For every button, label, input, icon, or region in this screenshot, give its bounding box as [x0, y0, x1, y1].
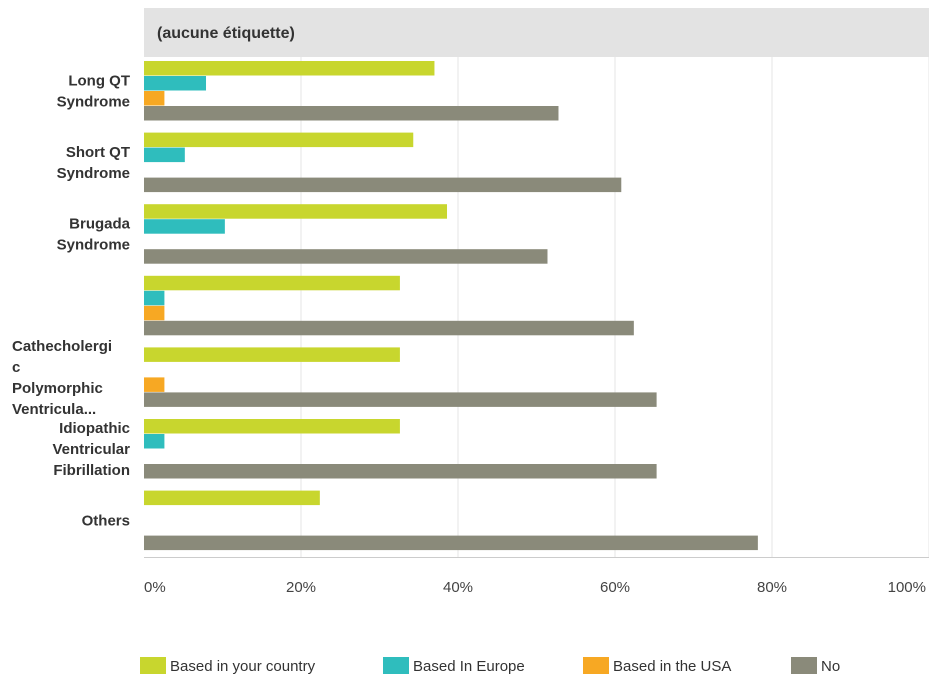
legend-label: Based in your country [170, 658, 316, 675]
bar-based-in-your-country-6[interactable] [144, 490, 320, 506]
gridlines [144, 57, 929, 558]
bar-no-6[interactable] [144, 535, 758, 551]
bar-based-in-your-country-3[interactable] [144, 275, 400, 291]
bar-based-in-europe-3[interactable] [144, 290, 165, 306]
legend-label: Based in the USA [613, 658, 731, 675]
category-label: Idiopathic [59, 420, 130, 437]
bar-no-4[interactable] [144, 392, 657, 407]
bar-no-1[interactable] [144, 177, 622, 193]
category-label: Others [82, 513, 130, 530]
x-tick-label: 40% [443, 579, 473, 596]
legend-label: No [821, 658, 840, 675]
bar-based-in-the-usa-3[interactable] [144, 305, 165, 321]
legend-swatch [791, 657, 817, 674]
category-label: Ventricular [52, 441, 130, 458]
bar-based-in-europe-0[interactable] [144, 76, 207, 91]
bar-based-in-your-country-4[interactable] [144, 347, 400, 362]
legend-swatch [140, 657, 166, 674]
bar-based-in-europe-2[interactable] [144, 219, 225, 234]
category-label: Syndrome [57, 165, 130, 182]
legend-swatch [583, 657, 609, 674]
bar-based-in-your-country-0[interactable] [144, 61, 435, 76]
bar-based-in-europe-5[interactable] [144, 434, 165, 449]
bars [144, 61, 758, 551]
bar-no-3[interactable] [144, 320, 634, 336]
bar-based-in-your-country-2[interactable] [144, 204, 448, 219]
x-tick-label: 100% [888, 579, 926, 596]
x-axis-ticks: 0% 20% 40% 60% 80% 100% [144, 579, 926, 596]
category-label: Syndrome [57, 94, 130, 111]
chart-header-band [144, 8, 929, 57]
category-label: Ventricula... [12, 401, 96, 418]
x-tick-label: 20% [286, 579, 316, 596]
bar-no-5[interactable] [144, 464, 657, 479]
category-label: Polymorphic [12, 380, 103, 397]
bar-based-in-europe-1[interactable] [144, 147, 185, 163]
x-tick-label: 80% [757, 579, 787, 596]
category-label: c [12, 359, 20, 376]
category-labels: Long QT Syndrome Short QT Syndrome Brugada Sy… [12, 73, 131, 530]
category-label: Brugada [69, 216, 131, 233]
legend: Based in your country Based In Europe Base… [140, 657, 840, 675]
category-label: Short QT [66, 144, 130, 161]
bar-no-0[interactable] [144, 106, 559, 121]
x-tick-label: 0% [144, 579, 166, 596]
category-label: Fibrillation [53, 462, 130, 479]
category-label: Cathecholergi [12, 338, 112, 355]
category-label: Syndrome [57, 237, 130, 254]
legend-swatch [383, 657, 409, 674]
category-label: Long QT [68, 73, 130, 90]
bar-based-in-the-usa-0[interactable] [144, 91, 165, 106]
bar-based-in-your-country-5[interactable] [144, 419, 400, 434]
legend-label: Based In Europe [413, 658, 525, 675]
chart-title: (aucune étiquette) [157, 25, 295, 42]
x-tick-label: 60% [600, 579, 630, 596]
bar-no-2[interactable] [144, 249, 548, 264]
bar-based-in-your-country-1[interactable] [144, 132, 414, 148]
bar-based-in-the-usa-4[interactable] [144, 377, 165, 392]
